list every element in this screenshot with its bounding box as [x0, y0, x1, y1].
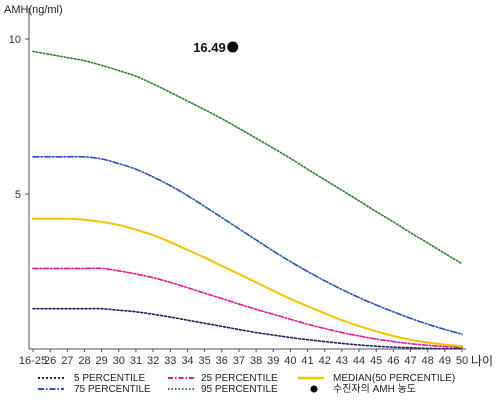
axes — [28, 8, 466, 350]
x-tick-label: 32 — [147, 355, 159, 367]
x-tick-label: 26 — [44, 355, 56, 367]
x-tick-label: 31 — [130, 355, 142, 367]
x-tick-label: 35 — [198, 355, 210, 367]
series-line-4 — [32, 50, 463, 265]
series-line-3 — [32, 155, 463, 335]
legend-label-4: 95 PERCENTILE — [201, 384, 278, 395]
x-tick-label: 45 — [370, 355, 382, 367]
x-tick-label: 50 — [456, 355, 468, 367]
x-tick-label: 39 — [267, 355, 279, 367]
y-tick-label: 10 — [9, 34, 21, 46]
x-tick-label: 27 — [61, 355, 73, 367]
x-tick-label: 36 — [216, 355, 228, 367]
legend-marker-dot — [310, 385, 318, 393]
marker-layer: 16.49 — [193, 40, 239, 55]
x-tick-label: 37 — [233, 355, 245, 367]
patient-amh-label: 16.49 — [193, 40, 226, 55]
legend-marker-label: 수진자의 AMH 농도 — [333, 383, 416, 395]
y-axis-title: AMH(ng/ml) — [4, 4, 63, 16]
x-tick-label: 28 — [78, 355, 90, 367]
legend: 5 PERCENTILE 25 PERCENTILE MEDIAN(50 PERCE… — [38, 373, 455, 395]
x-tick-label: 42 — [319, 355, 331, 367]
legend-label-1: 25 PERCENTILE — [201, 373, 278, 384]
x-tick-label: 34 — [181, 355, 193, 367]
x-tick-label: 47 — [404, 355, 416, 367]
x-tick-label: 46 — [387, 355, 399, 367]
legend-label-2: MEDIAN(50 PERCENTILE) — [333, 373, 455, 384]
legend-label-0: 5 PERCENTILE — [74, 373, 145, 384]
x-tick-label: 29 — [96, 355, 108, 367]
x-tick-label: 30 — [113, 355, 125, 367]
x-tick-label: 16-25 — [19, 355, 47, 367]
x-axis-unit: 나이 — [471, 354, 493, 368]
x-tick-label: 43 — [336, 355, 348, 367]
x-tick-label: 38 — [250, 355, 262, 367]
series-line-0 — [32, 307, 463, 350]
x-tick-label: 49 — [439, 355, 451, 367]
x-tick-label: 41 — [301, 355, 313, 367]
y-ticks: 5 10 — [9, 34, 29, 201]
legend-label-3: 75 PERCENTILE — [74, 384, 151, 395]
series-layer — [32, 50, 463, 350]
y-tick-label: 5 — [15, 189, 21, 201]
x-tick-label: 44 — [353, 355, 365, 367]
series-line-1 — [32, 267, 463, 349]
series-line-2 — [32, 217, 463, 348]
patient-amh-point — [227, 41, 239, 53]
x-tick-label: 40 — [284, 355, 296, 367]
x-tick-label: 48 — [422, 355, 434, 367]
x-tick-label: 33 — [164, 355, 176, 367]
